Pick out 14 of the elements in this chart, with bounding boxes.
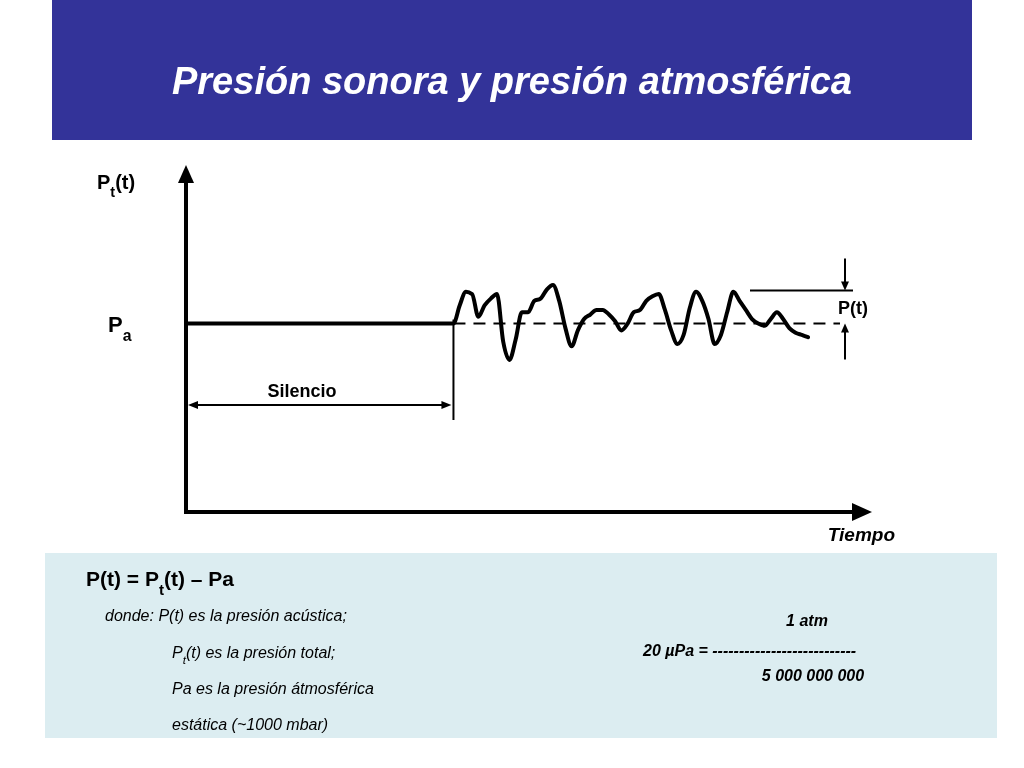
text: 20 µPa = ---------------------------	[642, 642, 857, 659]
x-axis-title: Tiempo	[827, 524, 895, 545]
text: 1 atm	[786, 612, 828, 629]
text: 5 000 000 000	[761, 667, 865, 684]
text: estática (~1000 mbar)	[172, 716, 329, 733]
y-axis-title: P$_{t}$(t)	[97, 171, 136, 200]
text: donde: P(t) es la presión acústica;	[105, 607, 347, 624]
ref-line-label: P$_{a}$	[108, 311, 132, 344]
text: Pa es la presión átmosférica	[172, 680, 374, 697]
text: P$_{t}$(t) es la presión total;	[172, 644, 336, 666]
annotation: Silencio	[267, 381, 337, 401]
chart-title: Presión sonora y presión atmosférica	[171, 60, 853, 102]
text: P(t) = P$_{t}$(t) – Pa	[86, 567, 235, 598]
text: P(t)	[838, 298, 868, 319]
